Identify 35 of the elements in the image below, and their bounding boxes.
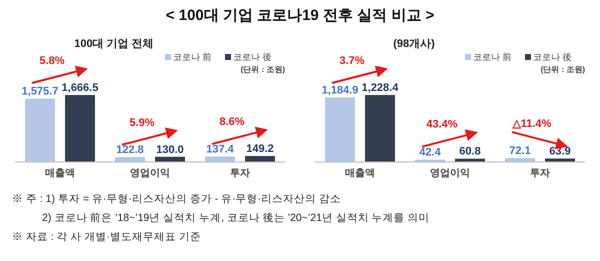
text: 3.7%: [339, 55, 365, 67]
data-label: 137.4: [206, 143, 235, 156]
data-label: 72.1: [509, 145, 531, 158]
data-label: 1,228.4: [362, 82, 400, 94]
data-label: 1,666.5: [62, 82, 98, 94]
annotation: △11.4%: [512, 118, 552, 130]
data-label: 130.0: [156, 144, 184, 156]
x-tick-label: 투자: [530, 168, 550, 179]
chart-subtitle: (98개사): [393, 38, 436, 50]
x-tick-label: 투자: [230, 168, 250, 179]
annotation: 8.6%: [219, 116, 245, 128]
legend-label: 코로나 後: [533, 52, 572, 62]
data-label: 1,575.7: [22, 86, 58, 98]
chart-title: < 100대 기업 코로나19 전후 실적 비교 >: [166, 7, 434, 24]
note: ※ 자료 : 각 사 개별·별도재무제표 기준: [12, 231, 201, 243]
note: ※ 주 : 1) 투자 = 유·무형·리스자산의 증가 - 유·무형·리스자산의 감소: [12, 193, 342, 205]
text: 5.8%: [39, 55, 65, 67]
data-label: 122.8: [116, 144, 144, 156]
annotation: 5.9%: [129, 116, 155, 129]
data-label: 42.4: [419, 146, 442, 159]
x-tick-label: 매출액: [345, 168, 375, 179]
data-label: 60.8: [459, 146, 481, 158]
chart-subtitle: 100대 기업 전체: [74, 38, 154, 50]
x-tick-label: 매출액: [45, 168, 75, 179]
x-tick-label: 영업이익: [430, 168, 470, 179]
legend-title: (단위 : 조원): [540, 65, 586, 74]
note: 2) 코로나 前은 ’18~’19년 실적치 누계, 코로나 後는 ’20~’21년 실적치 누계를 의미: [42, 212, 430, 224]
legend-label: 코로나 前: [173, 52, 212, 62]
data-label: 1,184.9: [322, 84, 358, 96]
legend-label: 코로나 後: [233, 52, 272, 62]
legend-label: 코로나 前: [473, 52, 512, 62]
legend-title: (단위 : 조원): [240, 65, 286, 74]
x-tick-label: 영업이익: [130, 168, 170, 179]
data-label: 149.2: [246, 143, 274, 155]
annotation: 43.4%: [426, 118, 458, 131]
